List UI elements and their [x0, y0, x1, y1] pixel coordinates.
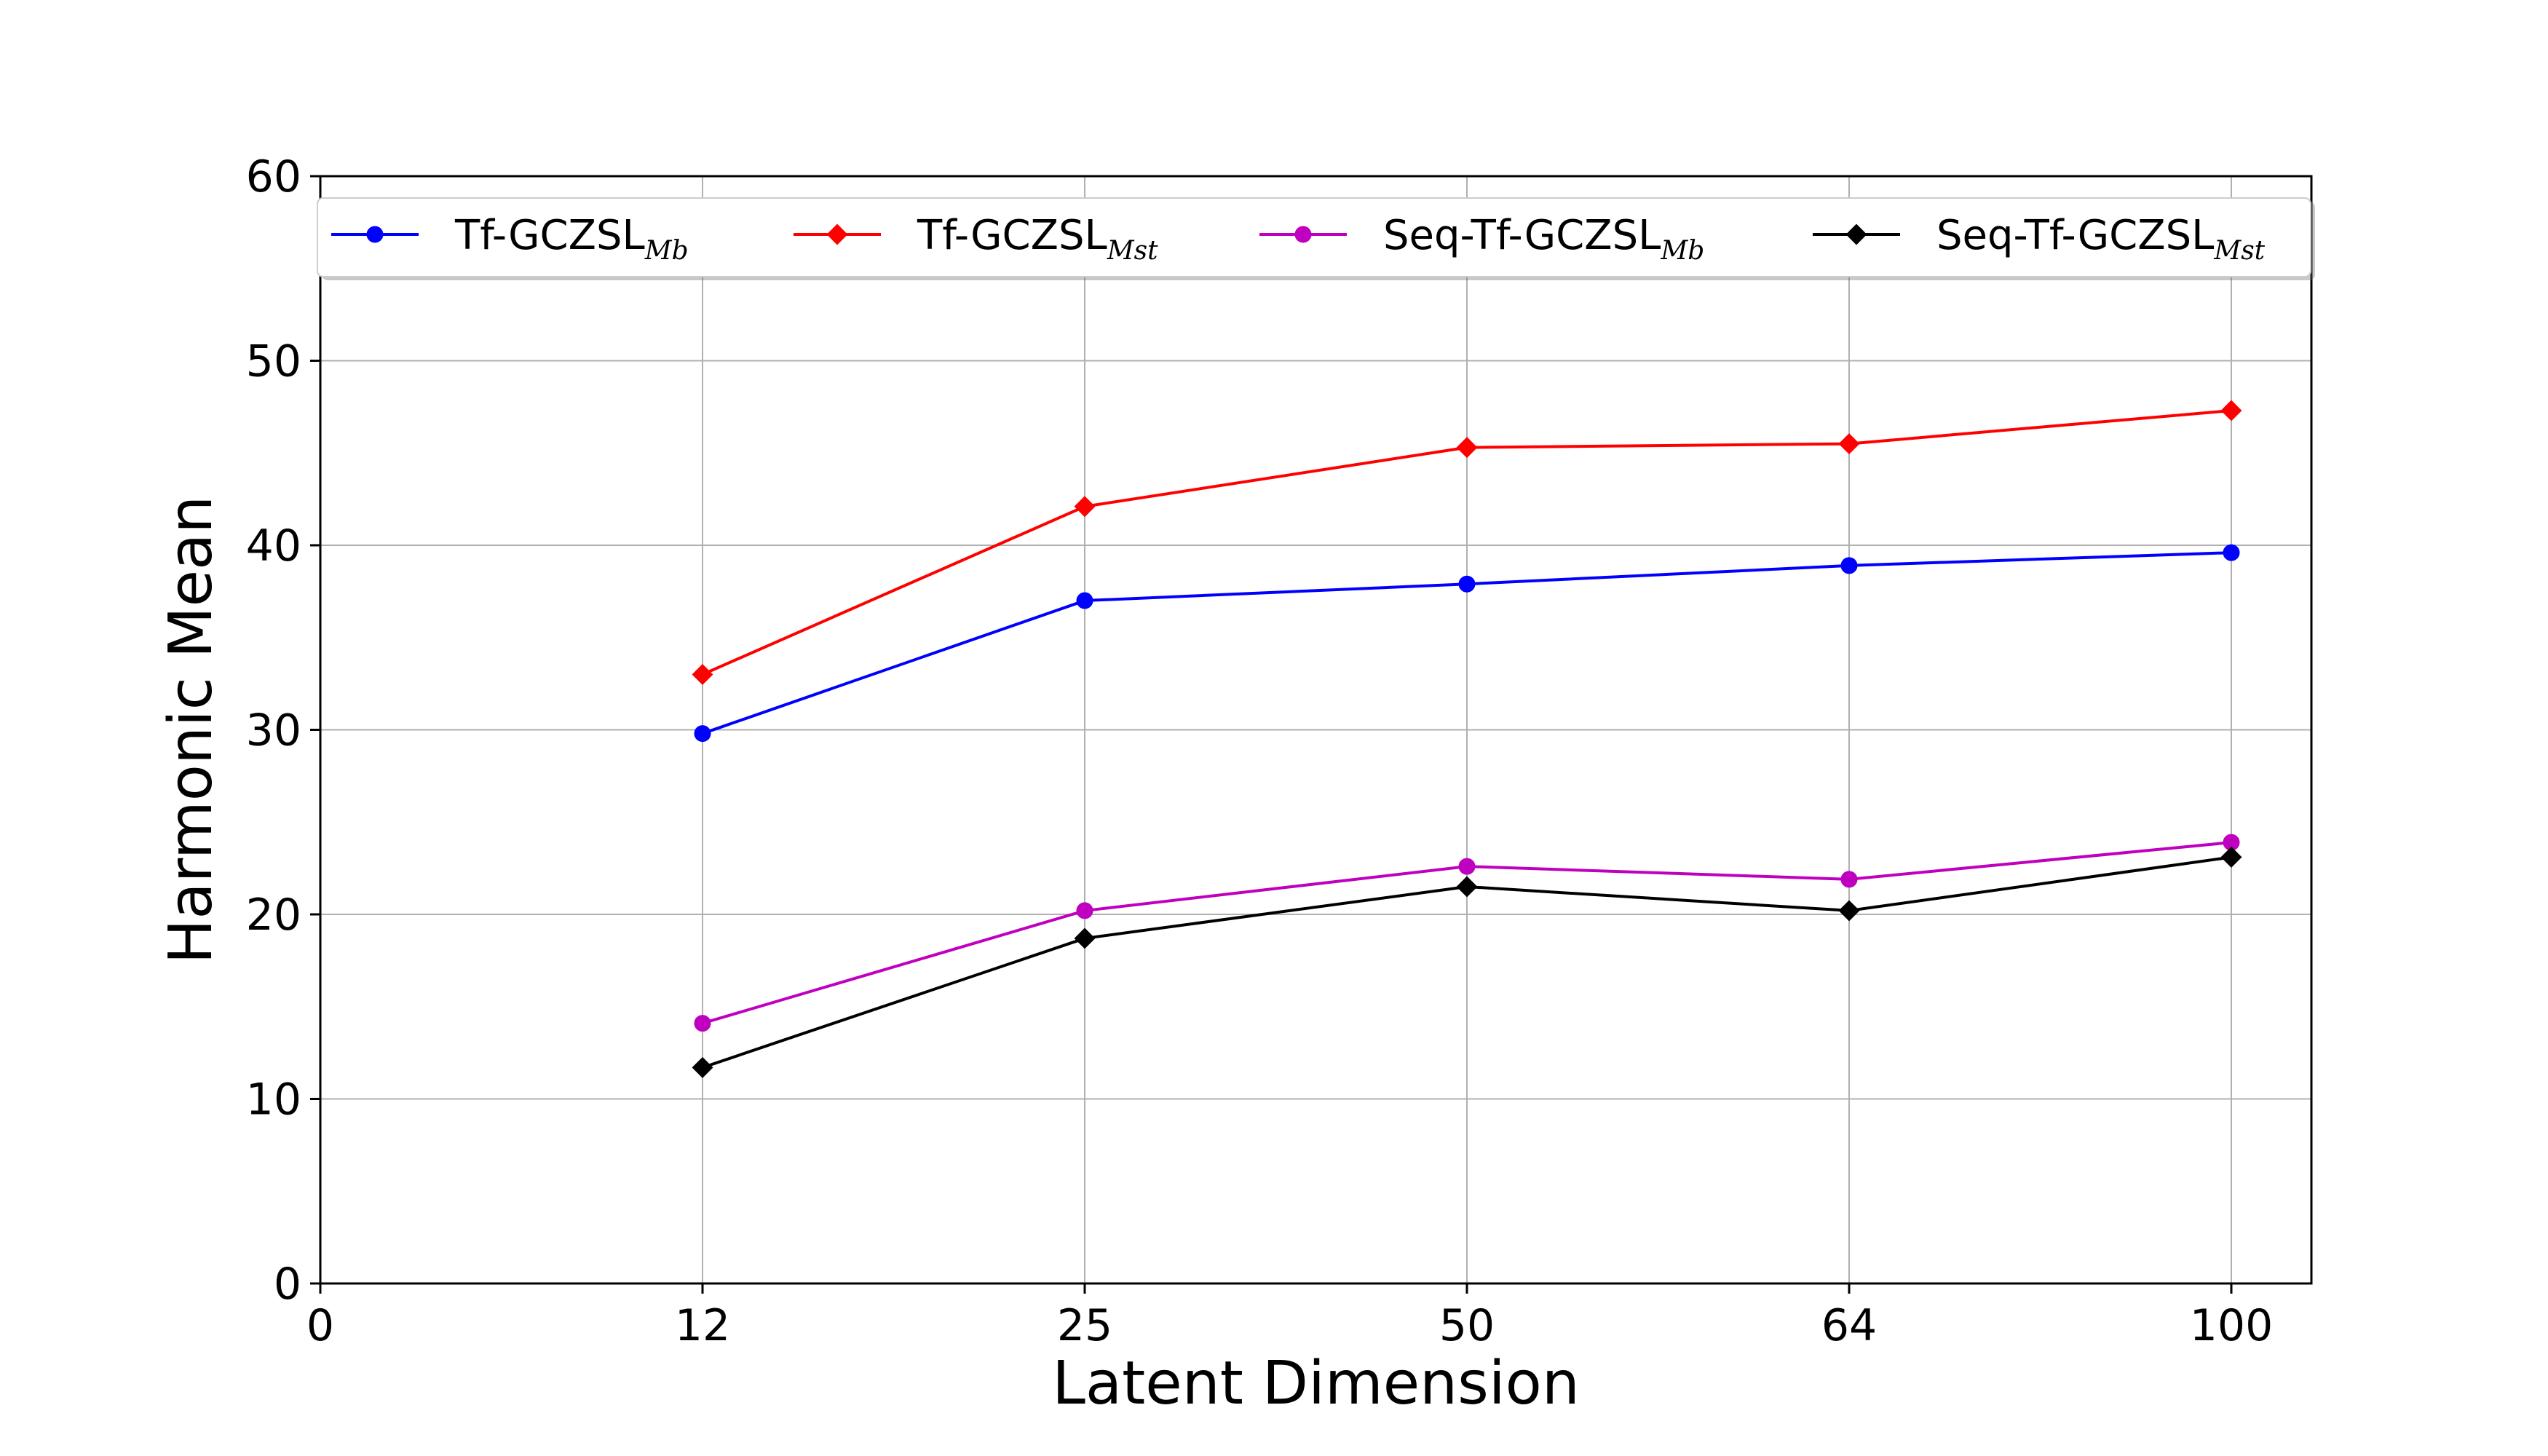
- y-tick-label: 50: [246, 336, 301, 387]
- series-group: [692, 400, 2242, 1078]
- legend-label-subscript: Mb: [1660, 236, 1704, 266]
- x-tick-label: 12: [675, 1300, 730, 1351]
- legend-label: Tf-GCZSLMst: [917, 212, 1158, 266]
- legend-item: Seq-Tf-GCZSLMb: [1259, 212, 1704, 266]
- x-tick-label: 100: [2190, 1300, 2274, 1351]
- legend-box: [317, 197, 2311, 277]
- legend-label-subscript: Mb: [644, 236, 689, 266]
- series-1: [692, 400, 2242, 685]
- y-axis-title: Harmonic Mean: [157, 496, 226, 965]
- series-2: [694, 834, 2240, 1032]
- legend-marker: [1294, 226, 1312, 243]
- legend-marker: [826, 223, 848, 245]
- data-point: [1456, 876, 1478, 898]
- x-axis-title: Latent Dimension: [1052, 1349, 1580, 1418]
- legend-item: Tf-GCZSLMb: [331, 212, 689, 266]
- data-point: [694, 725, 711, 743]
- legend-label: Seq-Tf-GCZSLMb: [1383, 212, 1704, 266]
- legend-label: Tf-GCZSLMb: [454, 212, 689, 266]
- data-point: [1840, 557, 1858, 574]
- y-tick-label: 0: [274, 1259, 301, 1310]
- legend-marker: [1845, 223, 1867, 245]
- legend-label-main: Tf-GCZSL: [917, 212, 1107, 259]
- data-point: [1838, 900, 1860, 922]
- legend-item: Tf-GCZSLMst: [794, 212, 1158, 266]
- x-tick-label: 64: [1821, 1300, 1877, 1351]
- data-point: [694, 1015, 711, 1032]
- data-point: [1838, 433, 1860, 455]
- data-point: [1076, 902, 1093, 919]
- legend-label-main: Tf-GCZSL: [454, 212, 645, 259]
- data-point: [1458, 858, 1476, 875]
- legend-item: Seq-Tf-GCZSLMst: [1813, 212, 2266, 266]
- axis-ticks: 0 10 20 30 40 50 60 0 12 25 50 64 100: [246, 151, 2274, 1351]
- x-tick-label: 25: [1057, 1300, 1112, 1351]
- data-point: [2220, 400, 2242, 422]
- legend-label: Seq-Tf-GCZSLMst: [1936, 212, 2266, 266]
- legend-label-subscript: Mst: [2213, 236, 2265, 266]
- data-point: [1074, 496, 1096, 518]
- y-tick-label: 60: [246, 151, 301, 202]
- grid: [320, 175, 2311, 1284]
- series-3: [692, 846, 2242, 1078]
- y-tick-label: 30: [246, 705, 301, 756]
- legend: Tf-GCZSLMb Tf-GCZSLMst Seq-Tf-GCZSLMb Seq-T…: [317, 197, 2315, 280]
- data-point: [2220, 846, 2242, 868]
- data-point: [1840, 871, 1858, 888]
- x-tick-label: 0: [306, 1300, 334, 1351]
- data-point: [1076, 592, 1093, 609]
- data-point: [1456, 437, 1478, 459]
- legend-label-subscript: Mst: [1107, 236, 1158, 266]
- legend-label-main: Seq-Tf-GCZSL: [1936, 212, 2214, 259]
- data-point: [2223, 544, 2240, 561]
- y-tick-label: 40: [246, 521, 301, 571]
- y-tick-label: 10: [246, 1075, 301, 1125]
- data-point: [692, 663, 713, 685]
- data-point: [1458, 575, 1476, 593]
- legend-label-main: Seq-Tf-GCZSL: [1383, 212, 1661, 259]
- data-point: [692, 1056, 713, 1078]
- legend-marker: [366, 226, 384, 243]
- data-point: [1074, 927, 1096, 949]
- x-tick-label: 50: [1439, 1300, 1495, 1351]
- y-tick-label: 20: [246, 890, 301, 941]
- series-0: [694, 544, 2240, 743]
